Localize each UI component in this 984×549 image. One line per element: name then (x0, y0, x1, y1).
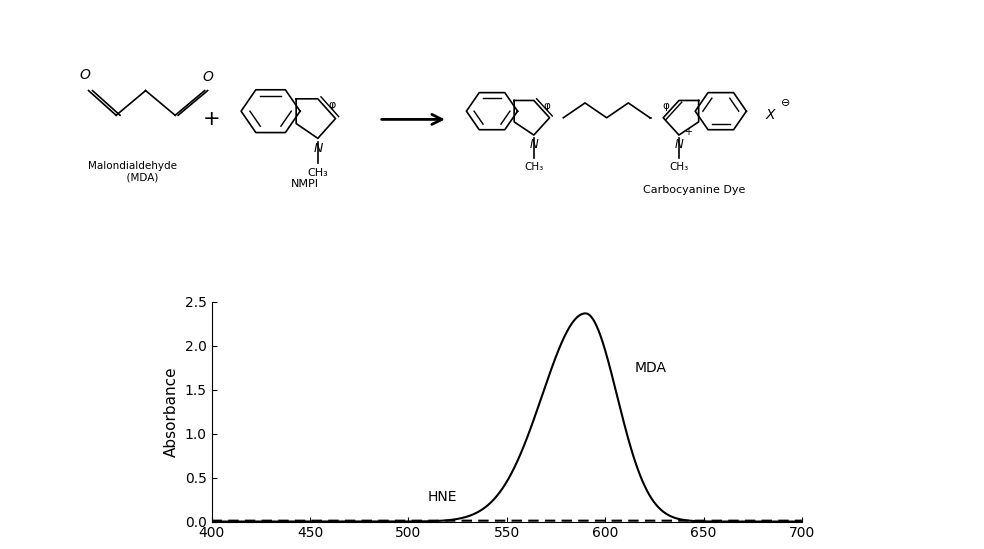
Text: +: + (203, 109, 220, 130)
Text: NMPI: NMPI (291, 179, 319, 189)
Text: O: O (79, 68, 91, 82)
Text: MDA: MDA (635, 361, 667, 375)
Y-axis label: Absorbance: Absorbance (164, 366, 179, 457)
Text: N: N (529, 138, 538, 152)
Text: Malondialdehyde
      (MDA): Malondialdehyde (MDA) (89, 160, 177, 182)
Text: CH₃: CH₃ (524, 163, 543, 172)
Text: CH₃: CH₃ (669, 163, 689, 172)
X-axis label: nm: nm (493, 546, 521, 549)
Text: N: N (675, 138, 683, 152)
Text: X: X (766, 108, 774, 122)
Text: HNE: HNE (428, 490, 458, 504)
Text: ⊖: ⊖ (781, 98, 790, 108)
Text: φ: φ (328, 100, 336, 110)
Text: +: + (684, 127, 692, 137)
Text: N: N (314, 143, 324, 155)
Text: φ: φ (663, 101, 669, 111)
Text: CH₃: CH₃ (307, 168, 329, 178)
Text: O: O (202, 70, 214, 84)
Text: Carbocyanine Dye: Carbocyanine Dye (643, 186, 745, 195)
Text: φ: φ (543, 101, 550, 111)
